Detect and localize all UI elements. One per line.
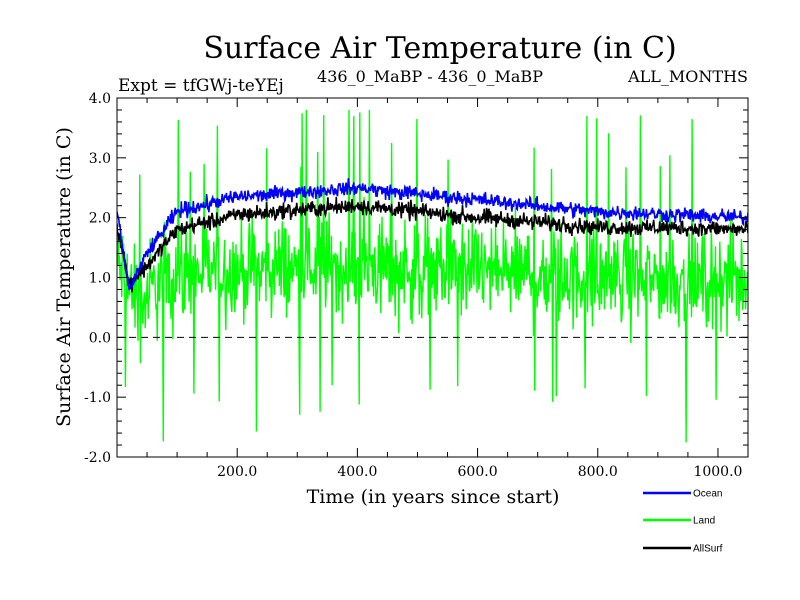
y-tick-label: -1.0 xyxy=(84,390,111,406)
axes: 4.0 3.0 2.0 1.0 0.0 -1.0 -2.0 200.0 400.0 600.0 80… xyxy=(84,91,749,480)
y-tick-label: -2.0 xyxy=(84,450,111,466)
series-ocean-line xyxy=(117,178,748,290)
y-tick-label: 4.0 xyxy=(89,91,111,107)
series-allsurf-line xyxy=(117,196,748,293)
x-axis-label: Time (in years since start) xyxy=(307,486,560,508)
y-tick-label: 3.0 xyxy=(89,151,111,167)
plot-area xyxy=(117,109,748,443)
legend: Ocean Land AllSurf xyxy=(643,489,723,555)
legend-label-allsurf: AllSurf xyxy=(693,544,723,555)
x-tick-label: 600.0 xyxy=(458,464,498,480)
chart-title: Surface Air Temperature (in C) xyxy=(203,31,676,66)
x-tick-label: 200.0 xyxy=(217,464,257,480)
x-tick-label: 400.0 xyxy=(337,464,377,480)
experiment-label: Expt = tfGWj-teYEj xyxy=(118,76,284,96)
y-tick-label: 0.0 xyxy=(89,330,111,346)
legend-label-land: Land xyxy=(693,516,715,527)
legend-label-ocean: Ocean xyxy=(693,489,722,500)
x-tick-label: 1000.0 xyxy=(693,464,742,480)
y-axis-label: Surface Air Temperature (in C) xyxy=(53,127,75,427)
y-tick-label: 1.0 xyxy=(89,271,111,287)
period-label: 436_0_MaBP - 436_0_MaBP xyxy=(317,67,543,86)
series-land-line xyxy=(117,109,748,443)
months-label: ALL_MONTHS xyxy=(627,67,748,86)
y-tick-label: 2.0 xyxy=(89,211,111,227)
x-tick-label: 800.0 xyxy=(578,464,618,480)
